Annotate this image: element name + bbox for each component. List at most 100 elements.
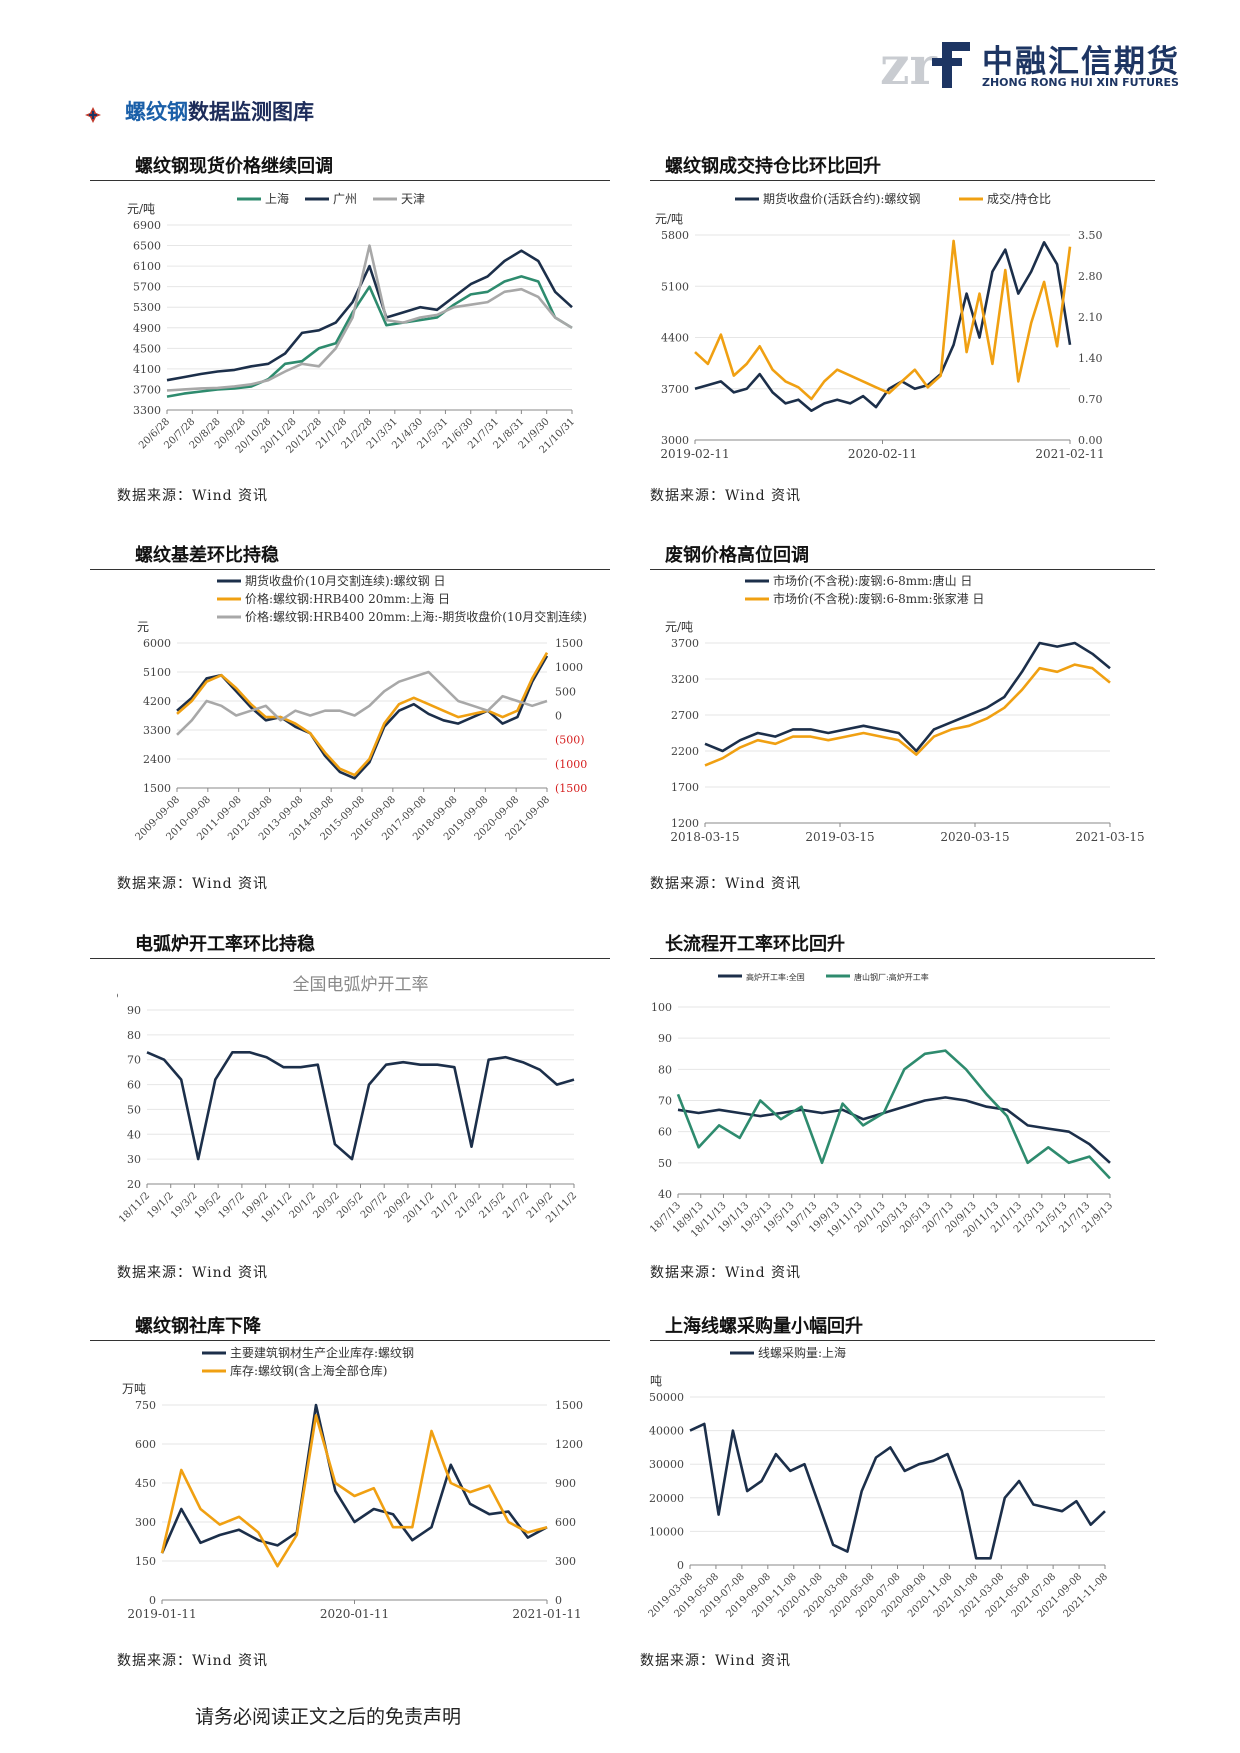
legend-label: 上海 <box>265 191 289 206</box>
series-line <box>176 670 548 736</box>
series-line <box>676 1049 1111 1180</box>
chart-7: 7506004503001500150012009006003000万吨2019… <box>122 1345 583 1621</box>
x-tick-label: 2020-01-11 <box>320 1607 389 1621</box>
y-tick-label: 60 <box>658 1126 672 1139</box>
y-tick-label: 0 <box>677 1559 684 1572</box>
section-title: 螺纹钢数据监测图库 <box>125 100 314 124</box>
series-line <box>166 275 573 398</box>
y-tick-label: 3200 <box>671 673 699 686</box>
title-rule <box>650 1340 1155 1341</box>
x-tick-label: 2021-03-15 <box>1075 830 1144 844</box>
y-tick-label: 40 <box>127 1128 141 1141</box>
legend-label: 线螺采购量:上海 <box>758 1345 846 1360</box>
x-tick-label: 2018-03-15 <box>670 830 739 844</box>
y-tick-label: 100 <box>651 1001 672 1014</box>
series-line <box>176 655 549 780</box>
legend-label: 库存:螺纹钢(含上海全部仓库) <box>230 1363 387 1378</box>
unit-label: % <box>117 987 118 1001</box>
chart-title: 螺纹钢成交持仓比环比回升 <box>665 156 881 177</box>
y-tick-label: 50000 <box>649 1391 684 1404</box>
y2-tick-label: (500) <box>555 734 585 747</box>
y-tick-label: 5800 <box>661 229 689 242</box>
data-source: 数据来源：Wind 资讯 <box>650 488 802 504</box>
y-tick-label: 3700 <box>671 637 699 650</box>
y-tick-label: 4100 <box>133 363 161 376</box>
legend-label: 广州 <box>333 192 357 206</box>
unit-label: 吨 <box>650 1374 662 1388</box>
legend-label: 主要建筑钢材生产企业库存:螺纹钢 <box>230 1345 414 1360</box>
series-line <box>166 249 573 382</box>
y-tick-label: 300 <box>135 1516 156 1529</box>
y-tick-label: 3300 <box>143 724 171 737</box>
y-tick-label: 80 <box>127 1029 141 1042</box>
y2-tick-label: 0.00 <box>1078 434 1103 447</box>
series-line <box>166 244 573 392</box>
series-line <box>704 663 1111 767</box>
unit-label: 元/吨 <box>127 202 155 216</box>
y-tick-label: 1200 <box>671 817 699 830</box>
unit-label: 元/吨 <box>655 212 683 226</box>
y-tick-label: 0 <box>149 1594 156 1607</box>
x-tick-label: 2019-02-11 <box>660 447 729 461</box>
y-tick-label: 3300 <box>133 404 161 417</box>
unit-label: 元 <box>137 620 149 634</box>
title-rule <box>90 1340 610 1341</box>
unit-label: 万吨 <box>122 1382 146 1396</box>
logo-mark-zr: zr <box>880 36 938 94</box>
y-tick-label: 10000 <box>649 1525 684 1538</box>
chart-6: 100908070605040%18/7/1318/9/1318/11/1319… <box>650 972 1115 1240</box>
y2-tick-label: 3.50 <box>1078 229 1103 242</box>
series-line <box>689 1422 1106 1560</box>
y2-tick-label: 1.40 <box>1078 352 1103 365</box>
chart-inner-title: 全国电弧炉开工率 <box>293 975 429 995</box>
y2-tick-label: 500 <box>555 685 576 698</box>
y-tick-label: 20000 <box>649 1492 684 1505</box>
y-tick-label: 30 <box>127 1153 141 1166</box>
y-tick-label: 30000 <box>649 1458 684 1471</box>
company-logo: zr 中融汇信期货 ZHONG RONG HUI XIN FUTURES <box>880 28 1180 97</box>
legend-label: 高炉开工率:全国 <box>746 972 805 982</box>
chart-5: 9080706050403020%全国电弧炉开工率18/11/219/1/219… <box>117 975 579 1225</box>
y-tick-label: 3700 <box>661 383 689 396</box>
data-source: 数据来源：Wind 资讯 <box>117 876 269 892</box>
data-source: 数据来源：Wind 资讯 <box>650 1265 802 1281</box>
y-tick-label: 50 <box>127 1103 141 1116</box>
legend-label: 价格:螺纹钢:HRB400 20mm:上海:-期货收盘价(10月交割连续):螺纹… <box>245 609 587 624</box>
y-tick-label: 70 <box>127 1054 141 1067</box>
y2-tick-label: 2.10 <box>1078 311 1103 324</box>
legend-label: 成交/持仓比 <box>987 191 1051 206</box>
chart-title: 电弧炉开工率环比持稳 <box>135 934 315 955</box>
x-tick-label: 18/11/2 <box>117 1190 152 1225</box>
y-tick-label: 60 <box>127 1079 141 1092</box>
x-tick-label: 2020-02-11 <box>848 447 917 461</box>
y2-tick-label: 600 <box>555 1516 576 1529</box>
y-tick-label: 4500 <box>133 342 161 355</box>
y2-tick-label: 1500 <box>555 1399 583 1412</box>
series-line <box>146 1051 575 1161</box>
y-tick-label: 750 <box>135 1399 156 1412</box>
y-tick-label: 4900 <box>133 322 161 335</box>
title-rule <box>650 180 1155 181</box>
x-tick-label: 2019-01-11 <box>127 1607 196 1621</box>
series-line <box>694 239 1072 401</box>
legend-label: 天津 <box>401 192 425 206</box>
data-source: 数据来源：Wind 资讯 <box>117 488 269 504</box>
y-tick-label: 2400 <box>143 753 171 766</box>
x-tick-label: 2021-01-11 <box>512 1607 581 1621</box>
y-tick-label: 1500 <box>143 782 171 795</box>
y-tick-label: 450 <box>135 1477 156 1490</box>
title-rule <box>650 569 1155 570</box>
y-tick-label: 3000 <box>661 434 689 447</box>
chart-3: 6000 5100 4200 3300 2400 1500 1500 1000 500 0 (500… <box>134 573 587 843</box>
chart-title: 螺纹钢现货价格继续回调 <box>135 156 333 177</box>
y-tick-label: 150 <box>135 1555 156 1568</box>
series-line <box>694 241 1072 412</box>
y2-tick-label: 0 <box>555 1594 562 1607</box>
x-tick-label: 2019-03-15 <box>805 830 874 844</box>
y2-tick-label: 300 <box>555 1555 576 1568</box>
y2-tick-label: 1000 <box>555 661 583 674</box>
y2-tick-label: 2.80 <box>1078 270 1103 283</box>
y-tick-label: 2200 <box>671 745 699 758</box>
legend-label: 市场价(不含税):废钢:6-8mm:张家港 日 <box>773 591 984 606</box>
y2-tick-label: 1200 <box>555 1438 583 1451</box>
